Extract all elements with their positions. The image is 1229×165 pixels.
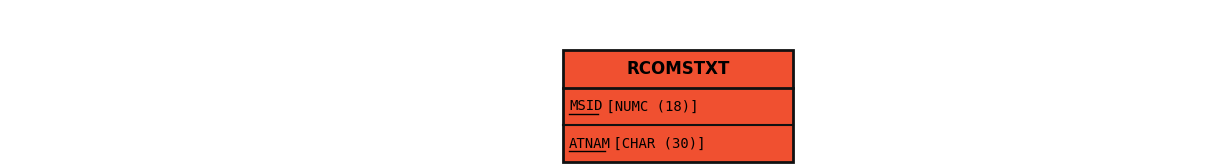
Text: ATNAM: ATNAM (569, 136, 611, 150)
Text: [NUMC (18)]: [NUMC (18)] (597, 99, 698, 114)
Bar (563, 50, 793, 162)
Text: RCOMSTXT: RCOMSTXT (627, 60, 730, 78)
Text: [CHAR (30)]: [CHAR (30)] (605, 136, 705, 150)
Text: MSID: MSID (569, 99, 602, 114)
